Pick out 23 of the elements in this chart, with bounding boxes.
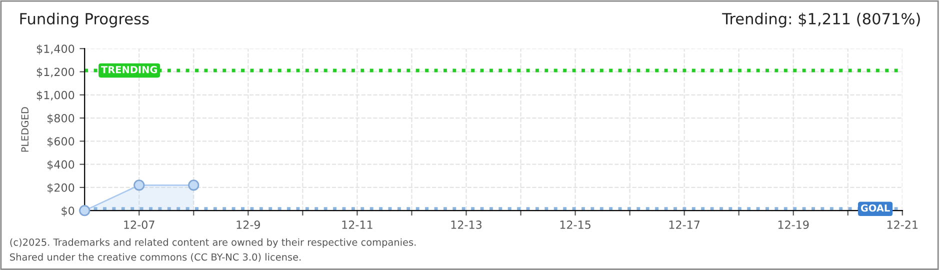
y-axis-title: PLEDGED [21,107,29,152]
y-tick-label: $1,200 [36,68,74,78]
y-tick-label: $800 [48,114,74,124]
y-tick-label: $1,000 [36,90,74,101]
y-tick-label: $400 [48,160,74,170]
y-tick-label: $200 [48,183,74,194]
chart-subtitle: Trending: $1,211 (8071%) [722,12,920,28]
y-tick-label: $600 [48,136,74,148]
ref-line-label: GOAL [860,204,890,212]
y-tick-label: $1,400 [36,44,74,54]
ref-line-label: TRENDING [101,66,157,74]
x-tick-label: 12-19 [778,220,809,229]
x-tick-label: 12-15 [560,220,590,229]
x-tick-label: 12-21 [887,220,918,229]
x-tick-label: 12-07 [124,220,154,229]
x-tick-label: 12-11 [342,220,372,229]
chart-title: Funding Progress [20,12,149,28]
text: (c)2025. Trademarks and related content are owned by their respective companies. [10,238,416,248]
text: Shared under the creative commons (CC BY-NC 3.0) license. [10,253,301,262]
x-tick-label: 12-13 [451,220,482,229]
x-tick-label: 12-17 [669,220,700,229]
y-tick-label: $0 [62,206,74,216]
x-tick-label: 12-9 [236,220,260,229]
